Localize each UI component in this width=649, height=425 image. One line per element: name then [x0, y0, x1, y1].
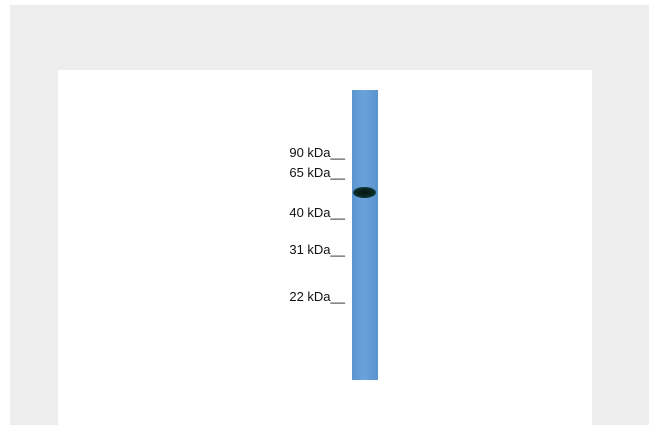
blot-panel — [58, 70, 592, 425]
marker-31-kda: 31 kDa__ — [289, 242, 345, 257]
marker-22-kda: 22 kDa__ — [289, 289, 345, 304]
protein-band — [353, 187, 376, 198]
marker-40-kda: 40 kDa__ — [289, 205, 345, 220]
marker-65-kda: 65 kDa__ — [289, 165, 345, 180]
western-blot-lane — [352, 90, 378, 380]
marker-90-kda: 90 kDa__ — [289, 145, 345, 160]
